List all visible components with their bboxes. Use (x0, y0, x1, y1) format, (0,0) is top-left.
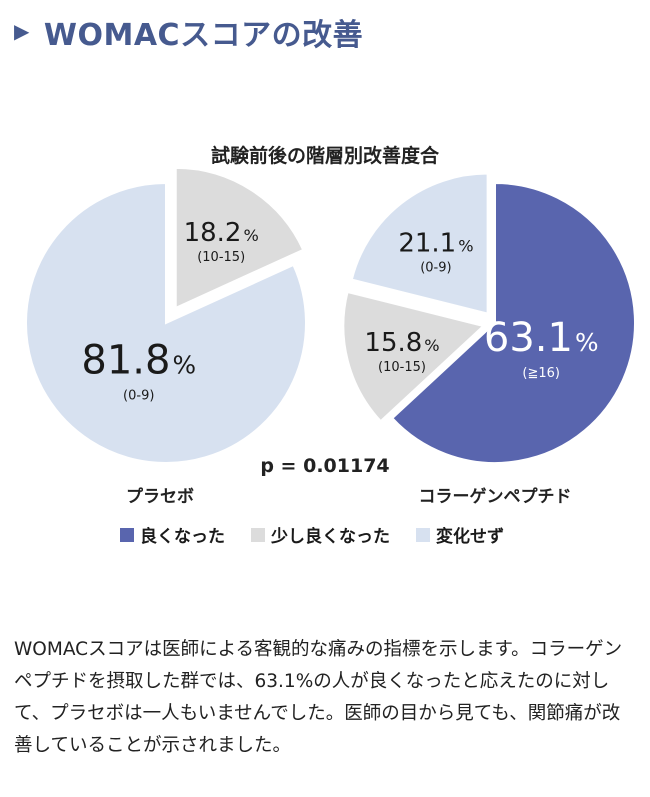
chart-name-1: コラーゲンペプチド (419, 486, 572, 505)
slice-label-0-1: 81.8% (0-9) (81, 337, 196, 403)
legend-swatch-improved (120, 527, 134, 542)
pie-slice-1-2 (350, 172, 489, 315)
slice-range-1-2: (0-9) (420, 260, 451, 275)
slice-value-1-2: 21.1% (398, 228, 473, 258)
slice-range-1-0: (≧16) (522, 366, 560, 381)
legend-item-no-change: 変化せず (416, 522, 504, 547)
legend-swatch-no-change (416, 527, 430, 542)
pie-slice-0-1 (25, 181, 307, 464)
legend-label-no-change: 変化せず (436, 527, 504, 547)
slice-range-1-1: (10-15) (378, 360, 426, 375)
legend-label-slightly-improved: 少し良くなった (271, 527, 390, 547)
section-header: ▶ WOMACスコアの改善 (14, 10, 363, 54)
pie-slice-1-1 (342, 290, 486, 423)
pie-slice-0-0 (174, 166, 305, 310)
p-value-label: p = 0.01174 (260, 455, 389, 477)
slice-value-0-1: 81.8% (81, 337, 196, 383)
section-title: WOMACスコアの改善 (43, 18, 364, 53)
slice-value-0-0: 18.2% (184, 218, 259, 248)
slice-label-1-1: 15.8 % (10-15) (364, 328, 439, 375)
legend-label-improved: 良くなった (140, 527, 225, 547)
slice-label-1-2: 21.1 % (0-9) (398, 228, 473, 275)
chart-name-0: プラセボ (126, 486, 194, 505)
chart-legend: 良くなった 少し良くなった 変化せず (120, 522, 530, 547)
slice-label-1-0: 63.1% (≧16) (484, 315, 599, 381)
description-paragraph: WOMACスコアは医師による客観的な痛みの指標を示します。コラーゲンペプチドを摂… (14, 638, 623, 756)
slice-label-0-0: 18.2 % (10-15) (184, 218, 259, 265)
slice-value-1-1: 15.8% (364, 328, 439, 358)
legend-item-slightly-improved: 少し良くなった (251, 522, 390, 547)
pie-charts-figure: 試験前後の階層別改善度合 p = 0.01174 18.2 % (10-15) 81.8%… (25, 144, 636, 505)
triangle-arrow-icon: ▶ (14, 19, 30, 43)
chart-group-title: 試験前後の階層別改善度合 (211, 144, 440, 167)
legend-swatch-slightly-improved (251, 527, 265, 542)
slice-range-0-1: (0-9) (123, 388, 154, 403)
pie-slice-1-0 (390, 181, 636, 464)
slice-value-1-0: 63.1% (484, 315, 599, 361)
slice-range-0-0: (10-15) (197, 250, 245, 265)
legend-item-improved: 良くなった (120, 522, 225, 547)
